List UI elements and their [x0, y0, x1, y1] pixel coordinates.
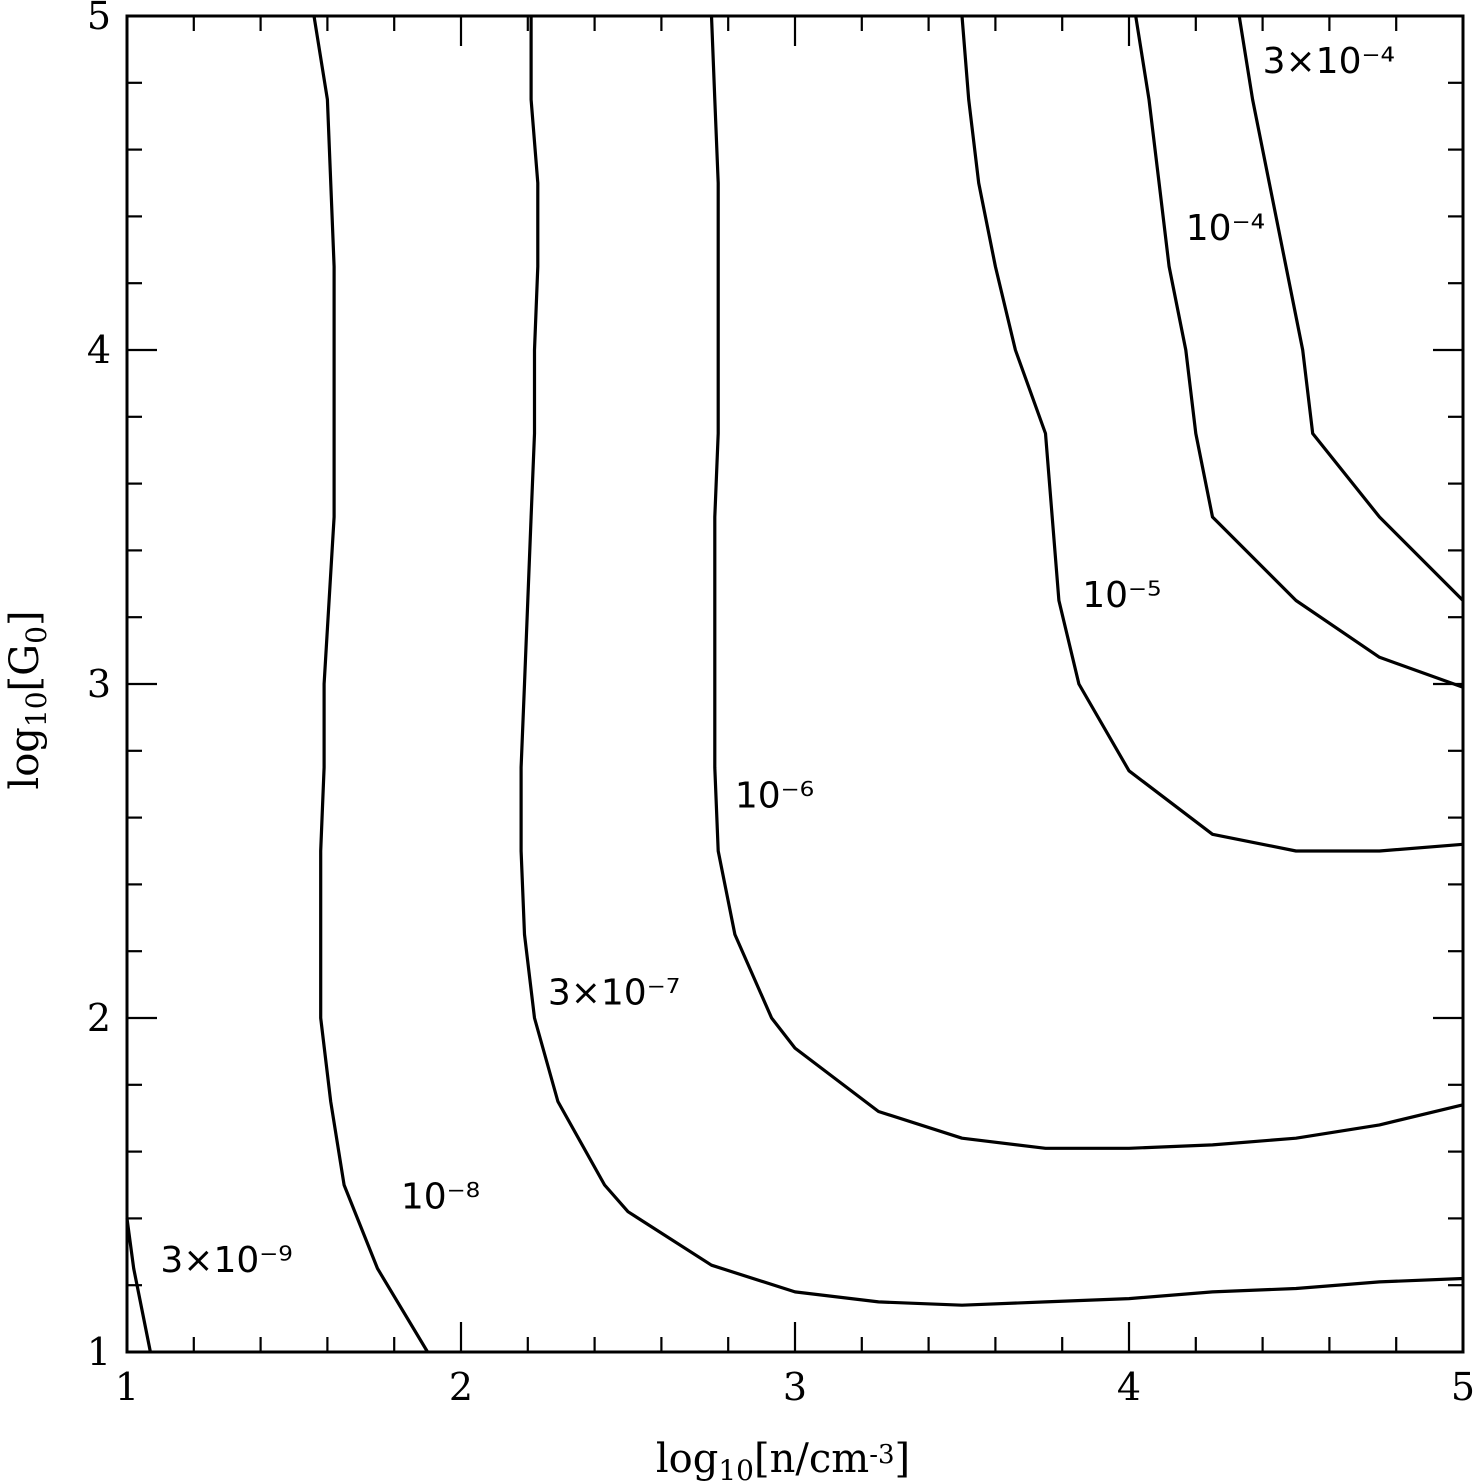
- y-axis-label: log10[G0]: [2, 610, 53, 789]
- contour-line: [960, 15, 1464, 853]
- tick-labels: 1 2 3 4 5 1 2 3 4 5: [87, 0, 1475, 1409]
- contour-line: [1134, 15, 1464, 689]
- contour-label: 10⁻⁵: [1082, 575, 1161, 616]
- contour-label: 10⁻⁴: [1186, 208, 1265, 249]
- y-tick-label: 1: [87, 1330, 111, 1374]
- contour-line: [1237, 15, 1465, 602]
- contour-line: [125, 1218, 152, 1353]
- x-tick-label: 5: [1451, 1365, 1475, 1409]
- x-tick-label: 2: [449, 1365, 473, 1409]
- x-tick-label: 4: [1117, 1365, 1141, 1409]
- contour-label: 3×10⁻⁷: [548, 973, 680, 1014]
- contour-label: 3×10⁻⁴: [1263, 41, 1395, 82]
- x-tick-label: 1: [115, 1365, 139, 1409]
- x-tick-label: 3: [783, 1365, 807, 1409]
- contour-label: 10⁻⁸: [401, 1176, 480, 1217]
- y-tick-label: 5: [87, 0, 111, 38]
- contour-label: 3×10⁻⁹: [160, 1240, 292, 1281]
- y-tick-label: 4: [87, 328, 111, 372]
- contour-label: 10⁻⁶: [735, 776, 814, 817]
- contour-line: [312, 15, 429, 1353]
- contour-labels: 3×10⁻⁹ 10⁻⁸ 3×10⁻⁷ 10⁻⁶ 10⁻⁵ 10⁻⁴ 3×10⁻⁴: [160, 41, 1395, 1281]
- contour-line: [709, 15, 1464, 1150]
- x-axis-label: log10[n/cm-3]: [656, 1436, 910, 1483]
- contour-line: [519, 16, 1464, 1307]
- contour-lines: [125, 15, 1465, 1353]
- plot-frame: [125, 14, 1465, 1354]
- y-tick-label: 3: [87, 662, 111, 706]
- y-tick-label: 2: [87, 996, 111, 1040]
